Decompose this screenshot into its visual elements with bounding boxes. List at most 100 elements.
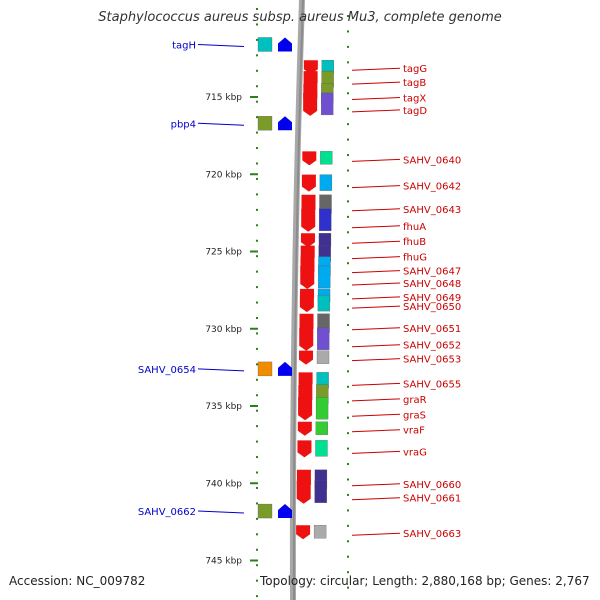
gene-leader-line: [351, 97, 401, 101]
tick-dot: [347, 277, 349, 280]
gene-cog-block: [318, 233, 332, 247]
gene-label: tagG: [403, 64, 427, 75]
gene-label: graS: [403, 410, 426, 421]
gene-cog-block: [315, 397, 329, 420]
tick-dot: [347, 447, 349, 450]
gene-leader-line: [351, 483, 401, 487]
tick-dot: [256, 548, 258, 551]
tick-dot: [347, 354, 349, 357]
gene-leader-line: [351, 225, 401, 229]
tick-dot: [347, 123, 349, 126]
tick-dot: [256, 162, 258, 165]
gene-label: tagB: [403, 78, 426, 89]
gene-leader-line: [351, 358, 401, 362]
tick-dot: [347, 246, 349, 249]
gene-leader-line: [351, 497, 401, 501]
tick-dot: [256, 85, 258, 88]
gene-label: fhuG: [403, 253, 427, 264]
gene-cog-block: [319, 208, 332, 231]
scale-label: 725 kbp: [205, 248, 242, 258]
tick-dot: [256, 332, 258, 335]
tick-dot: [347, 76, 349, 79]
gene-cog-block: [257, 503, 273, 519]
reverse-gene-arrow: [299, 295, 314, 313]
gene-label: tagX: [403, 94, 426, 105]
tick-dot: [256, 595, 258, 598]
tick-dot: [347, 92, 349, 95]
tick-dot: [256, 486, 258, 489]
gene-leader-line: [351, 305, 401, 309]
tick-dot: [256, 317, 258, 319]
tick-dot: [256, 363, 258, 366]
tick-dot: [256, 100, 258, 103]
scale-label: 745 kbp: [205, 557, 242, 567]
gene-label: SAHV_0655: [403, 379, 461, 390]
gene-label: vraF: [403, 426, 425, 437]
tick-dot: [347, 524, 349, 527]
tick-dot: [347, 138, 349, 141]
tick-dot: [347, 308, 349, 311]
gene-label: pbp4: [171, 119, 196, 130]
tick-dot: [347, 231, 349, 234]
gene-leader-line: [351, 81, 401, 85]
tick-dot: [347, 493, 349, 496]
tick-dot: [347, 463, 349, 466]
tick-dot: [256, 456, 258, 459]
gene-cog-block: [257, 37, 273, 52]
tick-dot: [347, 45, 349, 48]
reverse-gene-arrow: [297, 440, 312, 458]
scale-label: 740 kbp: [205, 479, 242, 489]
tick-dot: [256, 38, 258, 41]
gene-leader-line: [351, 344, 401, 348]
gene-leader-line: [351, 382, 401, 386]
reverse-gene-arrow: [303, 92, 318, 116]
reverse-gene-arrow: [303, 60, 318, 75]
reverse-gene-arrow: [296, 480, 311, 504]
reverse-gene-arrow: [299, 350, 314, 365]
tick-dot: [347, 385, 349, 388]
tick-dot: [347, 324, 349, 326]
tick-dot: [256, 471, 258, 474]
tick-dot: [256, 502, 258, 505]
tick-dot: [256, 131, 258, 134]
reverse-gene-arrow: [301, 174, 316, 192]
gene-leader-line: [197, 43, 245, 47]
tick-dot: [347, 215, 349, 218]
gene-label: SAHV_0662: [138, 507, 196, 518]
reverse-gene-arrow: [302, 151, 317, 166]
tick-dot: [347, 432, 349, 435]
gene-leader-line: [351, 270, 401, 274]
tick-dot: [347, 571, 349, 574]
topology-label: Topology: circular; Length: 2,880,168 bp…: [260, 574, 590, 588]
tick-dot: [347, 61, 349, 64]
forward-gene-arrow: [278, 504, 292, 519]
tick-dot: [256, 69, 258, 72]
tick-dot: [347, 478, 349, 481]
tick-dot: [256, 255, 258, 258]
scale-label: 735 kbp: [205, 402, 242, 412]
gene-label: vraG: [403, 447, 427, 458]
tick-dot: [256, 425, 258, 428]
scale-label: 730 kbp: [205, 325, 242, 335]
gene-label: fhuA: [403, 222, 426, 233]
gene-leader-line: [351, 67, 401, 71]
gene-label: graR: [403, 395, 427, 406]
gene-leader-line: [351, 296, 401, 300]
tick-dot: [256, 116, 258, 119]
tick-dot: [256, 533, 258, 536]
gene-leader-line: [351, 240, 401, 244]
tick-dot: [347, 293, 349, 296]
tick-dot: [347, 200, 349, 203]
gene-label: SAHV_0642: [403, 182, 461, 193]
tick-dot: [256, 147, 258, 150]
reverse-gene-arrow: [300, 265, 315, 289]
gene-label: tagH: [172, 40, 196, 51]
gene-label: SAHV_0654: [138, 365, 196, 376]
genome-title: Staphylococcus aureus subsp. aureus Mu3,…: [98, 10, 502, 25]
tick-dot: [256, 579, 258, 582]
scale-label: 720 kbp: [205, 170, 242, 180]
tick-dot: [347, 509, 349, 512]
gene-leader-line: [351, 185, 401, 189]
reverse-gene-arrow: [300, 233, 315, 248]
tick-dot: [347, 540, 349, 543]
